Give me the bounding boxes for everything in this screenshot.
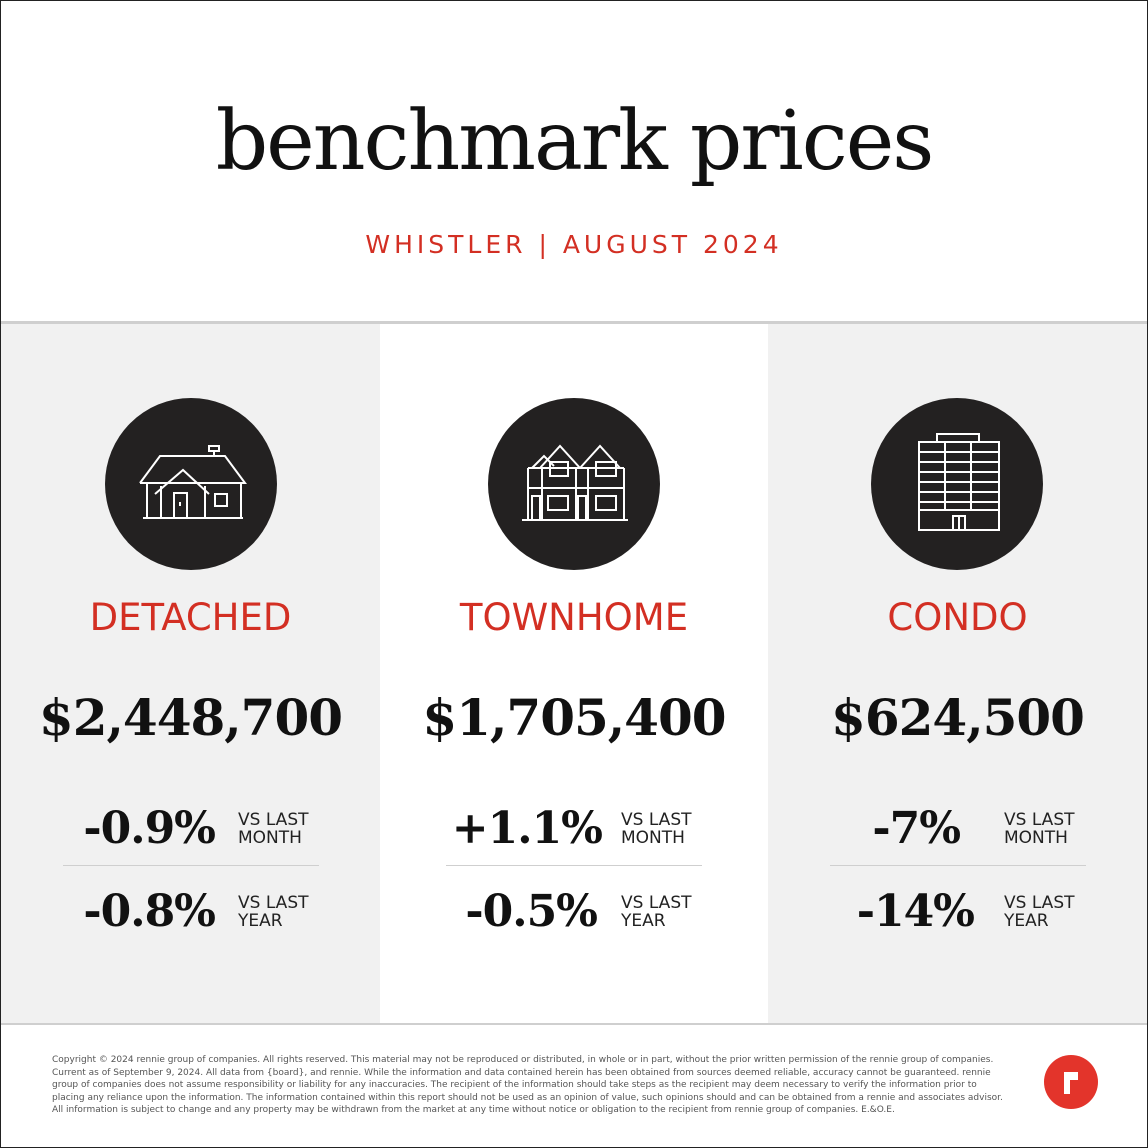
townhome-year-label: VS LAST YEAR [621,893,692,931]
detached-house-icon [105,398,277,570]
header-divider [1,321,1147,324]
detached-month-row: -0.9% VS LAST MONTH [1,799,380,859]
condo-column: CONDO $624,500 -7% VS LAST MONTH -14% VS … [768,324,1147,1023]
page-subtitle: WHISTLER | AUGUST 2024 [365,230,783,259]
detached-year-row: -0.8% VS LAST YEAR [1,882,380,942]
condo-row-divider [830,865,1086,866]
condo-year-row: -14% VS LAST YEAR [768,882,1147,942]
townhome-row-divider [446,865,702,866]
townhome-month-change: +1.1% [451,803,603,854]
condo-year-change: -14% [856,886,975,937]
detached-year-label: VS LAST YEAR [238,893,309,931]
detached-year-change: -0.8% [83,886,216,937]
townhome-column: TOWNHOME $1,705,400 +1.1% VS LAST MONTH -… [380,324,768,1023]
copyright-disclaimer: Copyright © 2024 rennie group of compani… [52,1055,1003,1115]
condo-month-row: -7% VS LAST MONTH [768,799,1147,859]
footer-divider [1,1023,1147,1025]
header: benchmark prices WHISTLER | AUGUST 2024 [1,1,1147,321]
detached-label: DETACHED [89,596,292,639]
condo-month-label: VS LAST MONTH [1004,810,1075,848]
townhome-label: TOWNHOME [459,596,689,639]
townhome-year-change: -0.5% [465,886,598,937]
detached-column: DETACHED $2,448,700 -0.9% VS LAST MONTH -… [1,324,380,1023]
townhome-icon [488,398,660,570]
condo-price: $624,500 [831,688,1085,747]
condo-year-label: VS LAST YEAR [1004,893,1075,931]
rennie-logo[interactable] [1044,1055,1098,1109]
condo-label: CONDO [887,596,1028,639]
townhome-month-row: +1.1% VS LAST MONTH [380,799,768,859]
page-title: benchmark prices [215,94,935,189]
detached-price: $2,448,700 [38,688,343,747]
townhome-month-label: VS LAST MONTH [621,810,692,848]
townhome-year-row: -0.5% VS LAST YEAR [380,882,768,942]
detached-month-change: -0.9% [83,803,216,854]
detached-row-divider [63,865,319,866]
detached-month-label: VS LAST MONTH [238,810,309,848]
townhome-price: $1,705,400 [422,688,726,747]
condo-month-change: -7% [872,803,961,854]
condo-building-icon [871,398,1043,570]
rennie-logo-mark [1064,1072,1078,1094]
